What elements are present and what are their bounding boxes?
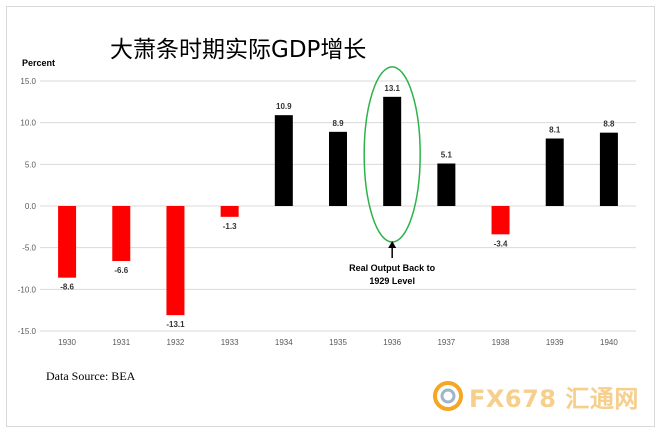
x-tick-label: 1938 [492,338,510,347]
y-tick-label: -10.0 [18,285,37,294]
bar-1938 [491,206,510,235]
bar-1932 [166,206,185,316]
x-tick-label: 1936 [383,338,401,347]
bar-1939 [545,138,564,206]
bar-1935 [329,131,347,206]
data-label: 8.1 [549,126,561,135]
watermark-text: FX678 汇通网 [469,384,639,413]
y-tick-label: -15.0 [18,327,37,336]
data-label: 5.1 [441,151,453,160]
data-label: -3.4 [494,239,508,248]
y-tick-label: -5.0 [22,244,36,253]
y-axis-ticks: 15.0 10.0 5.0 0.0 -5.0 -10.0 -15.0 [18,77,37,336]
bar-1933 [220,206,239,217]
data-source-note: Data Source: BEA [46,369,136,383]
y-tick-label: 15.0 [20,77,36,86]
data-label: 8.8 [603,120,615,129]
x-tick-label: 1940 [600,338,618,347]
x-tick-label: 1939 [546,338,564,347]
y-tick-label: 0.0 [25,202,37,211]
bar-1936 [383,96,402,206]
data-label: 8.9 [332,119,344,128]
annotation-arrow-head [388,241,397,248]
x-tick-label: 1937 [437,338,455,347]
x-tick-label: 1933 [221,338,239,347]
x-tick-label: 1931 [112,338,130,347]
x-tick-label: 1930 [58,338,76,347]
chart-title: 大萧条时期实际GDP增长 [110,37,367,63]
watermark-icon [433,381,463,411]
y-tick-label: 10.0 [20,119,36,128]
data-labels: -8.6 -6.6 -13.1 -1.3 10.9 8.9 13.1 5.1 -3.4 8.1 8.… [60,84,615,329]
data-label: 10.9 [276,102,292,111]
data-label: 13.1 [384,84,400,93]
annotation: Real Output Back to 1929 Level [349,66,436,286]
x-tick-label: 1934 [275,338,293,347]
bar-1931 [112,206,131,261]
bar-1940 [599,132,618,206]
annotation-text: 1929 Level [369,276,415,286]
annotation-text: Real Output Back to [349,263,436,273]
bar-1930 [58,206,77,278]
x-tick-label: 1932 [167,338,185,347]
data-label: -1.3 [223,222,237,231]
data-label: -8.6 [60,283,74,292]
y-tick-label: 5.0 [25,160,37,169]
bar-1934 [274,115,293,206]
x-tick-label: 1935 [329,338,347,347]
watermark-logo: FX678 汇通网 [433,380,639,413]
data-label: -6.6 [114,266,128,275]
x-axis-ticks: 1930 1931 1932 1933 1934 1935 1936 1937 1938 1939… [58,338,618,347]
bars [58,96,618,316]
y-axis-label: Percent [22,58,55,68]
bar-1937 [437,163,456,206]
data-label: -13.1 [166,320,185,329]
